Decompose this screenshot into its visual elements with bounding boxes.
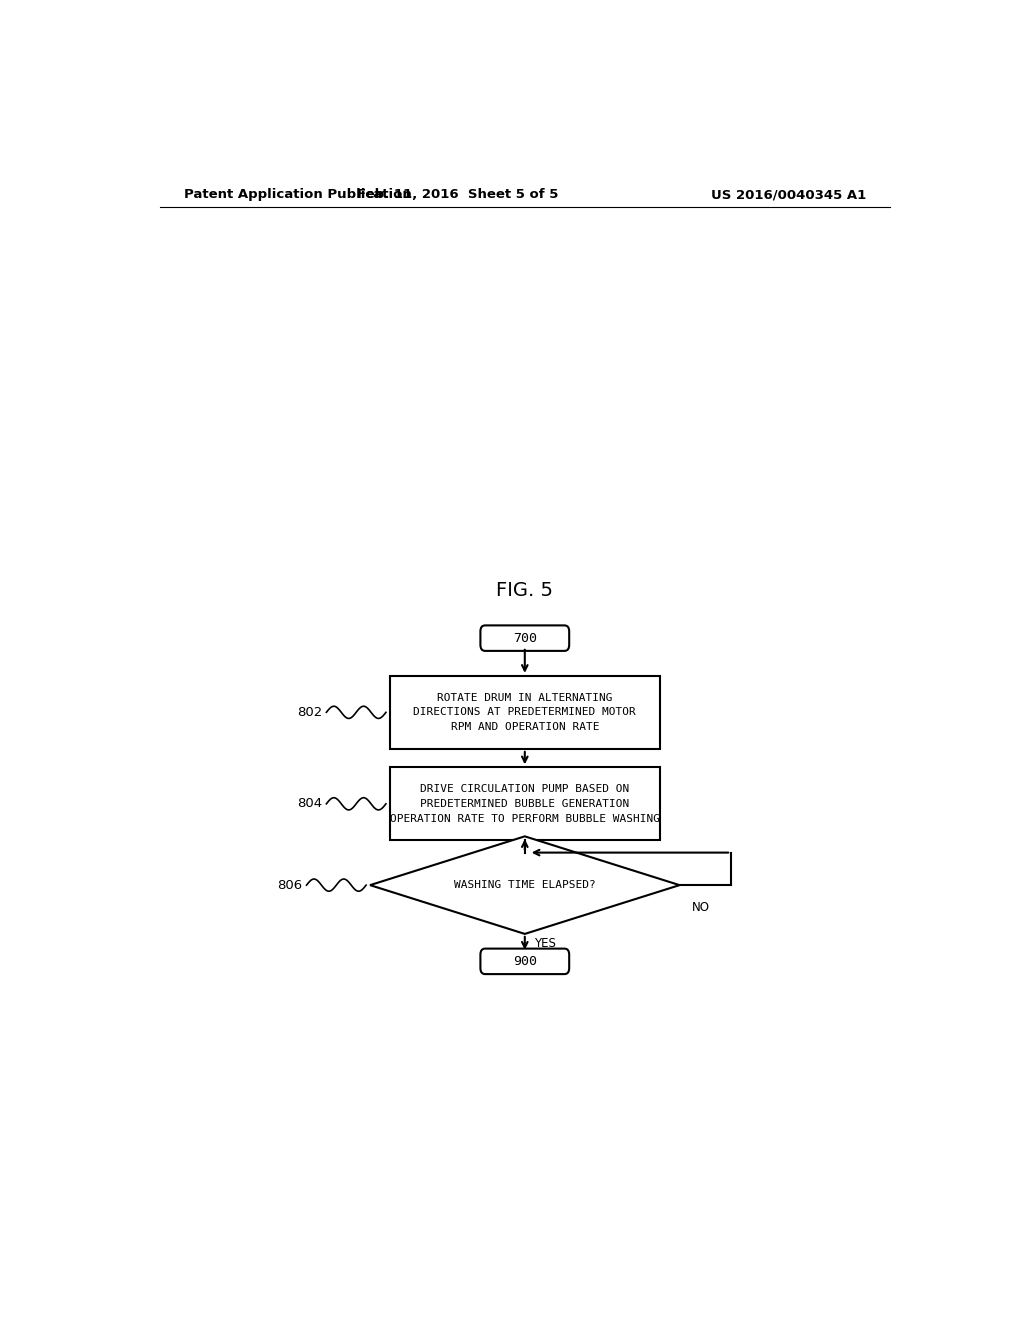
Text: WASHING TIME ELAPSED?: WASHING TIME ELAPSED? xyxy=(454,880,596,890)
Text: 900: 900 xyxy=(513,954,537,968)
FancyBboxPatch shape xyxy=(480,949,569,974)
Text: 802: 802 xyxy=(297,706,323,719)
Text: NO: NO xyxy=(691,902,710,913)
Text: Feb. 11, 2016  Sheet 5 of 5: Feb. 11, 2016 Sheet 5 of 5 xyxy=(356,189,558,202)
Bar xyxy=(390,676,659,748)
Text: 804: 804 xyxy=(297,797,323,810)
Bar xyxy=(390,767,659,841)
Text: 700: 700 xyxy=(513,632,537,644)
FancyBboxPatch shape xyxy=(480,626,569,651)
Text: Patent Application Publication: Patent Application Publication xyxy=(183,189,412,202)
Text: 806: 806 xyxy=(278,879,303,891)
Text: YES: YES xyxy=(535,937,556,950)
Text: DRIVE CIRCULATION PUMP BASED ON
PREDETERMINED BUBBLE GENERATION
OPERATION RATE T: DRIVE CIRCULATION PUMP BASED ON PREDETER… xyxy=(390,784,659,824)
Text: ROTATE DRUM IN ALTERNATING
DIRECTIONS AT PREDETERMINED MOTOR
RPM AND OPERATION R: ROTATE DRUM IN ALTERNATING DIRECTIONS AT… xyxy=(414,693,636,733)
Text: US 2016/0040345 A1: US 2016/0040345 A1 xyxy=(711,189,866,202)
Text: FIG. 5: FIG. 5 xyxy=(497,581,553,599)
Polygon shape xyxy=(370,837,680,935)
